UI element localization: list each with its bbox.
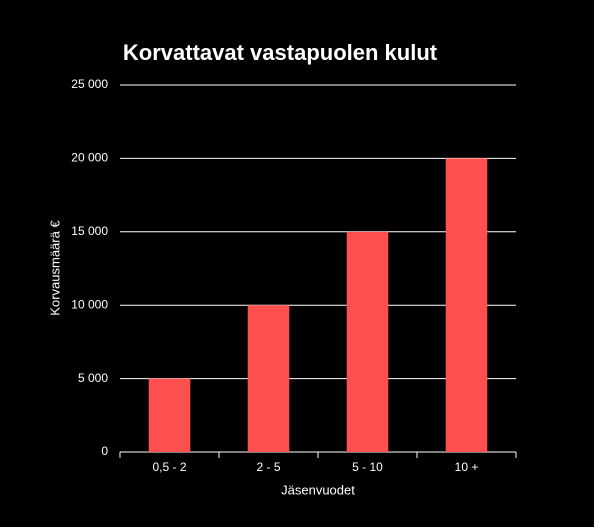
y-tick-label: 20 000	[71, 151, 108, 165]
bar	[445, 158, 488, 452]
x-tick-label: 2 - 5	[256, 460, 280, 474]
y-tick-label: 25 000	[71, 77, 108, 91]
chart-title: Korvattavat vastapuolen kulut	[123, 40, 438, 65]
x-tick-label: 0,5 - 2	[152, 460, 186, 474]
x-tick-label: 5 - 10	[352, 460, 383, 474]
y-tick-label: 5 000	[78, 371, 108, 385]
bar	[247, 305, 290, 452]
bar	[148, 378, 191, 452]
y-tick-label: 0	[101, 444, 108, 458]
bar	[346, 231, 389, 452]
x-tick-label: 10 +	[455, 460, 479, 474]
y-tick-label: 15 000	[71, 224, 108, 238]
y-axis-title: Korvausmäärä €	[47, 220, 62, 316]
x-axis-title: Jäsenvuodet	[281, 482, 355, 497]
y-tick-label: 10 000	[71, 297, 108, 311]
